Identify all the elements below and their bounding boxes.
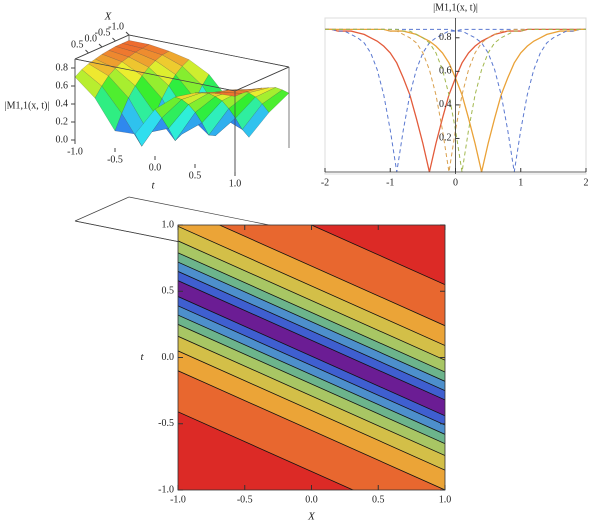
y-tick-label: -1.0 (67, 146, 83, 157)
y-tick-label: 1.0 (162, 219, 175, 230)
box-edge-front (128, 34, 290, 68)
surface (74, 40, 290, 147)
y-tick-label: 0.2 (439, 133, 452, 144)
contour-line (178, 324, 445, 444)
contour-line (178, 305, 445, 426)
y-tick-label: 0.8 (439, 32, 452, 43)
box-edge-front (234, 66, 290, 92)
y-tick-label: 0.4 (439, 99, 452, 110)
y-tick-label: 0.0 (162, 352, 175, 363)
contour-line (178, 252, 445, 373)
y-tick-label: 0.5 (162, 286, 175, 297)
contour-line (178, 370, 445, 490)
x-tick-label: 0.0 (85, 33, 98, 44)
x-tick-label: -0.5 (95, 27, 111, 38)
contour-line (178, 261, 445, 382)
x-tick-label: 1.0 (439, 494, 452, 505)
box-edge (128, 196, 290, 230)
y-tick-label: 0.0 (149, 162, 162, 173)
x-tick-label: 0 (453, 177, 458, 188)
x-tick (112, 37, 116, 42)
x-tick-label: -2 (321, 177, 329, 188)
y-tick-label: -0.5 (107, 154, 123, 165)
z-axis-label: |M1,1(x, t)| (5, 100, 50, 111)
x-tick (98, 43, 103, 48)
box-edge-front (74, 58, 236, 92)
contour-line (178, 350, 445, 471)
contour-line (178, 280, 445, 401)
y-tick-label: 1.0 (229, 178, 242, 189)
z-tick-label: 0.6 (56, 80, 69, 91)
x-tick-label: -1 (386, 177, 394, 188)
contour-line (178, 296, 445, 417)
y-tick-label: -1.0 (158, 484, 174, 495)
x-tick-label: 0.5 (372, 494, 385, 505)
box-edge (74, 196, 130, 222)
contour-line (178, 271, 445, 391)
x-tick-label: 1 (518, 177, 523, 188)
contour-line (178, 335, 445, 456)
x-axis-label: X (307, 511, 316, 523)
z-tick-label: 0.0 (56, 134, 69, 145)
contour-line (218, 225, 445, 327)
contour-line (178, 411, 355, 490)
y-axis-label: |M1,1(x, t)| (433, 2, 478, 13)
y-tick-label: 0.5 (189, 170, 202, 181)
x-tick-label: 2 (584, 177, 589, 188)
x-tick-label: 0.5 (71, 39, 84, 50)
x-tick-label: -1.0 (170, 494, 186, 505)
x-tick (125, 31, 130, 36)
y-axis-label: t (151, 180, 155, 192)
x-tick-label: 0.0 (305, 494, 318, 505)
z-tick-label: 0.2 (56, 116, 69, 127)
z-tick-label: 0.4 (56, 98, 69, 109)
x-tick-label: -1.0 (108, 21, 124, 32)
x-tick-label: -0.5 (237, 494, 253, 505)
contour-line (178, 240, 445, 361)
z-tick-label: 0.8 (56, 62, 69, 73)
y-tick-label: -0.5 (158, 418, 174, 429)
contour-line (178, 314, 445, 435)
contour-line (178, 225, 445, 346)
y-axis-label: t (140, 351, 144, 363)
x-tick (85, 49, 89, 54)
x-axis-label: X (104, 11, 113, 23)
y-tick-label: 0.6 (439, 66, 452, 77)
